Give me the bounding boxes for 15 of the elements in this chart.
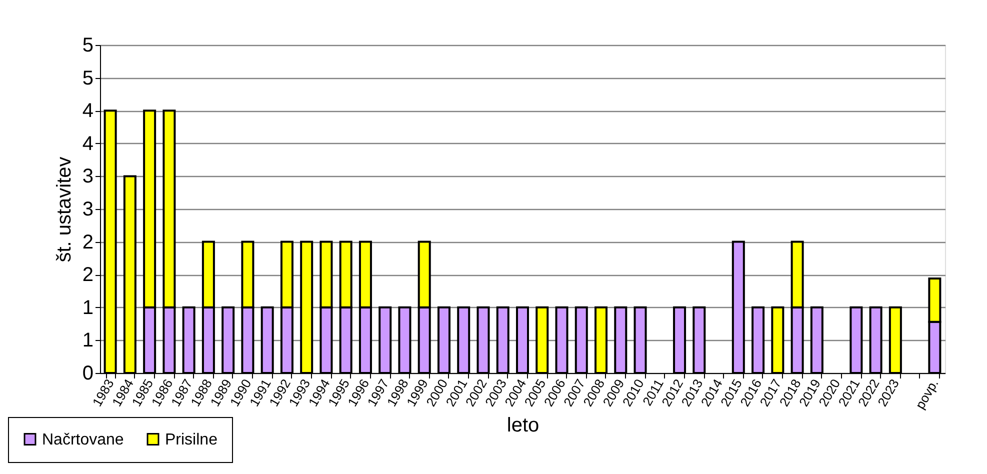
y-tick-label: 1 (82, 330, 94, 352)
y-tick-label: 5 (82, 67, 94, 90)
y-tick-label: 0 (82, 362, 94, 384)
y-tick-label: 2 (82, 231, 94, 254)
y-tick-label: 4 (82, 100, 94, 122)
legend-label: Prisilne (165, 431, 218, 448)
y-tick-label: 4 (82, 132, 94, 155)
x-axis-title: leto (506, 414, 540, 437)
y-tick-label: 2 (82, 264, 94, 286)
y-tick-label: 1 (82, 296, 94, 319)
y-tick-label: 5 (82, 34, 94, 56)
y-tick-label: 3 (82, 198, 94, 220)
legend-label: Načrtovane (42, 431, 124, 448)
y-axis-title: št. ustavitev (53, 156, 76, 262)
y-tick-label: 3 (82, 166, 94, 188)
